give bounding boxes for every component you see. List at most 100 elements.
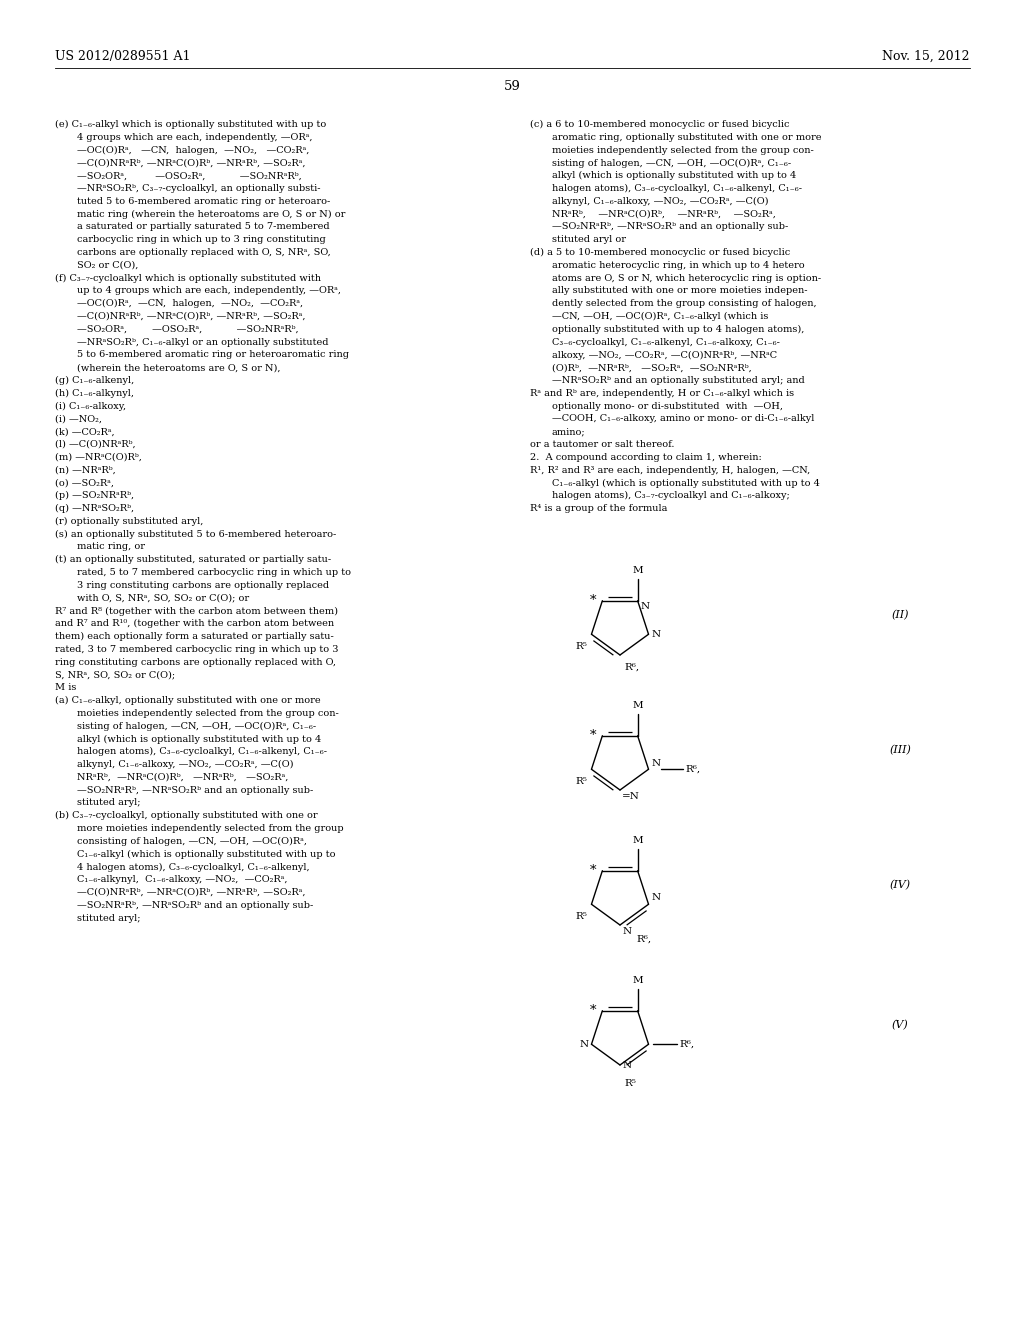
Text: or a tautomer or salt thereof.: or a tautomer or salt thereof. (530, 440, 675, 449)
Text: M is: M is (55, 684, 77, 692)
Text: —C(O)NRᵃRᵇ, —NRᵃC(O)Rᵇ, —NRᵃRᵇ, —SO₂Rᵃ,: —C(O)NRᵃRᵇ, —NRᵃC(O)Rᵇ, —NRᵃRᵇ, —SO₂Rᵃ, (77, 888, 305, 898)
Text: (s) an optionally substituted 5 to 6-membered heteroaro-: (s) an optionally substituted 5 to 6-mem… (55, 529, 336, 539)
Text: (n) —NRᵃRᵇ,: (n) —NRᵃRᵇ, (55, 466, 116, 475)
Text: (h) C₁₋₆-alkynyl,: (h) C₁₋₆-alkynyl, (55, 389, 134, 397)
Text: US 2012/0289551 A1: US 2012/0289551 A1 (55, 50, 190, 63)
Text: M: M (633, 566, 643, 574)
Text: (a) C₁₋₆-alkyl, optionally substituted with one or more: (a) C₁₋₆-alkyl, optionally substituted w… (55, 696, 321, 705)
Text: S, NRᵃ, SO, SO₂ or C(O);: S, NRᵃ, SO, SO₂ or C(O); (55, 671, 175, 680)
Text: R⁵: R⁵ (575, 777, 588, 787)
Text: alkyl (which is optionally substituted with up to 4: alkyl (which is optionally substituted w… (77, 734, 322, 743)
Text: rated, 5 to 7 membered carbocyclic ring in which up to: rated, 5 to 7 membered carbocyclic ring … (77, 568, 351, 577)
Text: —OC(O)Rᵃ,  —CN,  halogen,  —NO₂,  —CO₂Rᵃ,: —OC(O)Rᵃ, —CN, halogen, —NO₂, —CO₂Rᵃ, (77, 300, 303, 309)
Text: up to 4 groups which are each, independently, —ORᵃ,: up to 4 groups which are each, independe… (77, 286, 341, 296)
Text: (d) a 5 to 10-membered monocyclic or fused bicyclic: (d) a 5 to 10-membered monocyclic or fus… (530, 248, 791, 257)
Text: N: N (641, 602, 650, 611)
Text: atoms are O, S or N, which heterocyclic ring is option-: atoms are O, S or N, which heterocyclic … (552, 273, 821, 282)
Text: —NRᵃSO₂Rᵇ, C₃₋₇-cycloalkyl, an optionally substi-: —NRᵃSO₂Rᵇ, C₃₋₇-cycloalkyl, an optionall… (77, 183, 321, 193)
Text: (III): (III) (889, 744, 911, 755)
Text: R⁵: R⁵ (624, 1078, 636, 1088)
Text: R¹, R² and R³ are each, independently, H, halogen, —CN,: R¹, R² and R³ are each, independently, H… (530, 466, 810, 475)
Text: with O, S, NRᵃ, SO, SO₂ or C(O); or: with O, S, NRᵃ, SO, SO₂ or C(O); or (77, 594, 249, 603)
Text: optionally mono- or di-substituted  with  —OH,: optionally mono- or di-substituted with … (552, 401, 783, 411)
Text: R⁵: R⁵ (575, 912, 588, 921)
Text: 2.  A compound according to claim 1, wherein:: 2. A compound according to claim 1, wher… (530, 453, 762, 462)
Text: sisting of halogen, —CN, —OH, —OC(O)Rᵃ, C₁₋₆-: sisting of halogen, —CN, —OH, —OC(O)Rᵃ, … (552, 158, 792, 168)
Text: tuted 5 to 6-membered aromatic ring or heteroaro-: tuted 5 to 6-membered aromatic ring or h… (77, 197, 331, 206)
Text: rated, 3 to 7 membered carbocyclic ring in which up to 3: rated, 3 to 7 membered carbocyclic ring … (55, 644, 339, 653)
Text: R⁵: R⁵ (575, 643, 588, 651)
Text: R⁶,: R⁶, (624, 663, 639, 672)
Text: *: * (590, 1005, 596, 1018)
Text: 4 halogen atoms), C₃₋₆-cycloalkyl, C₁₋₆-alkenyl,: 4 halogen atoms), C₃₋₆-cycloalkyl, C₁₋₆-… (77, 862, 309, 871)
Text: consisting of halogen, —CN, —OH, —OC(O)Rᵃ,: consisting of halogen, —CN, —OH, —OC(O)R… (77, 837, 307, 846)
Text: —SO₂ORᵃ,        —OSO₂Rᵃ,           —SO₂NRᵃRᵇ,: —SO₂ORᵃ, —OSO₂Rᵃ, —SO₂NRᵃRᵇ, (77, 325, 299, 334)
Text: N: N (623, 927, 632, 936)
Text: N: N (651, 759, 660, 768)
Text: NRᵃRᵇ,    —NRᵃC(O)Rᵇ,    —NRᵃRᵇ,    —SO₂Rᵃ,: NRᵃRᵇ, —NRᵃC(O)Rᵇ, —NRᵃRᵇ, —SO₂Rᵃ, (552, 210, 776, 219)
Text: R⁷ and R⁸ (together with the carbon atom between them): R⁷ and R⁸ (together with the carbon atom… (55, 606, 338, 615)
Text: a saturated or partially saturated 5 to 7-membered: a saturated or partially saturated 5 to … (77, 222, 330, 231)
Text: optionally substituted with up to 4 halogen atoms),: optionally substituted with up to 4 halo… (552, 325, 805, 334)
Text: *: * (590, 865, 596, 878)
Text: —SO₂NRᵃRᵇ, —NRᵃSO₂Rᵇ and an optionally sub-: —SO₂NRᵃRᵇ, —NRᵃSO₂Rᵇ and an optionally s… (77, 900, 313, 909)
Text: C₁₋₆-alkynyl,  C₁₋₆-alkoxy, —NO₂,  —CO₂Rᵃ,: C₁₋₆-alkynyl, C₁₋₆-alkoxy, —NO₂, —CO₂Rᵃ, (77, 875, 288, 884)
Text: matic ring (wherein the heteroatoms are O, S or N) or: matic ring (wherein the heteroatoms are … (77, 210, 345, 219)
Text: matic ring, or: matic ring, or (77, 543, 145, 552)
Text: moieties independently selected from the group con-: moieties independently selected from the… (552, 145, 814, 154)
Text: (g) C₁₋₆-alkenyl,: (g) C₁₋₆-alkenyl, (55, 376, 134, 385)
Text: more moieties independently selected from the group: more moieties independently selected fro… (77, 824, 344, 833)
Text: C₁₋₆-alkyl (which is optionally substituted with up to: C₁₋₆-alkyl (which is optionally substitu… (77, 850, 336, 859)
Text: alkynyl, C₁₋₆-alkoxy, —NO₂, —CO₂Rᵃ, —C(O): alkynyl, C₁₋₆-alkoxy, —NO₂, —CO₂Rᵃ, —C(O… (77, 760, 294, 770)
Text: R⁴ is a group of the formula: R⁴ is a group of the formula (530, 504, 668, 513)
Text: (IV): (IV) (890, 880, 910, 890)
Text: —CN, —OH, —OC(O)Rᵃ, C₁₋₆-alkyl (which is: —CN, —OH, —OC(O)Rᵃ, C₁₋₆-alkyl (which is (552, 312, 768, 321)
Text: —SO₂ORᵃ,         —OSO₂Rᵃ,           —SO₂NRᵃRᵇ,: —SO₂ORᵃ, —OSO₂Rᵃ, —SO₂NRᵃRᵇ, (77, 172, 302, 181)
Text: —C(O)NRᵃRᵇ, —NRᵃC(O)Rᵇ, —NRᵃRᵇ, —SO₂Rᵃ,: —C(O)NRᵃRᵇ, —NRᵃC(O)Rᵇ, —NRᵃRᵇ, —SO₂Rᵃ, (77, 312, 305, 321)
Text: ally substituted with one or more moieties indepen-: ally substituted with one or more moieti… (552, 286, 808, 296)
Text: C₁₋₆-alkyl (which is optionally substituted with up to 4: C₁₋₆-alkyl (which is optionally substitu… (552, 478, 820, 487)
Text: (p) —SO₂NRᵃRᵇ,: (p) —SO₂NRᵃRᵇ, (55, 491, 134, 500)
Text: (k) —CO₂Rᵃ,: (k) —CO₂Rᵃ, (55, 428, 115, 436)
Text: alkoxy, —NO₂, —CO₂Rᵃ, —C(O)NRᵃRᵇ, —NRᵃC: alkoxy, —NO₂, —CO₂Rᵃ, —C(O)NRᵃRᵇ, —NRᵃC (552, 350, 777, 359)
Text: —C(O)NRᵃRᵇ, —NRᵃC(O)Rᵇ, —NRᵃRᵇ, —SO₂Rᵃ,: —C(O)NRᵃRᵇ, —NRᵃC(O)Rᵇ, —NRᵃRᵇ, —SO₂Rᵃ, (77, 158, 305, 168)
Text: alkynyl, C₁₋₆-alkoxy, —NO₂, —CO₂Rᵃ, —C(O): alkynyl, C₁₋₆-alkoxy, —NO₂, —CO₂Rᵃ, —C(O… (552, 197, 768, 206)
Text: aromatic ring, optionally substituted with one or more: aromatic ring, optionally substituted wi… (552, 133, 821, 141)
Text: —SO₂NRᵃRᵇ, —NRᵃSO₂Rᵇ and an optionally sub-: —SO₂NRᵃRᵇ, —NRᵃSO₂Rᵇ and an optionally s… (552, 222, 788, 231)
Text: NRᵃRᵇ,  —NRᵃC(O)Rᵇ,   —NRᵃRᵇ,   —SO₂Rᵃ,: NRᵃRᵇ, —NRᵃC(O)Rᵇ, —NRᵃRᵇ, —SO₂Rᵃ, (77, 772, 289, 781)
Text: R⁶,: R⁶, (636, 935, 651, 944)
Text: (wherein the heteroatoms are O, S or N),: (wherein the heteroatoms are O, S or N), (77, 363, 281, 372)
Text: *: * (590, 594, 596, 607)
Text: 59: 59 (504, 81, 520, 92)
Text: (r) optionally substituted aryl,: (r) optionally substituted aryl, (55, 517, 204, 525)
Text: carbocyclic ring in which up to 3 ring constituting: carbocyclic ring in which up to 3 ring c… (77, 235, 326, 244)
Text: —OC(O)Rᵃ,   —CN,  halogen,  —NO₂,   —CO₂Rᵃ,: —OC(O)Rᵃ, —CN, halogen, —NO₂, —CO₂Rᵃ, (77, 145, 309, 154)
Text: carbons are optionally replaced with O, S, NRᵃ, SO,: carbons are optionally replaced with O, … (77, 248, 331, 257)
Text: moieties independently selected from the group con-: moieties independently selected from the… (77, 709, 339, 718)
Text: Nov. 15, 2012: Nov. 15, 2012 (883, 50, 970, 63)
Text: —NRᵃSO₂Rᵇ and an optionally substituted aryl; and: —NRᵃSO₂Rᵇ and an optionally substituted … (552, 376, 805, 385)
Text: (q) —NRᵃSO₂Rᵇ,: (q) —NRᵃSO₂Rᵇ, (55, 504, 134, 513)
Text: (o) —SO₂Rᵃ,: (o) —SO₂Rᵃ, (55, 478, 114, 487)
Text: halogen atoms), C₃₋₇-cycloalkyl and C₁₋₆-alkoxy;: halogen atoms), C₃₋₇-cycloalkyl and C₁₋₆… (552, 491, 790, 500)
Text: ring constituting carbons are optionally replaced with O,: ring constituting carbons are optionally… (55, 657, 336, 667)
Text: and R⁷ and R¹⁰, (together with the carbon atom between: and R⁷ and R¹⁰, (together with the carbo… (55, 619, 334, 628)
Text: N: N (580, 1040, 589, 1049)
Text: (t) an optionally substituted, saturated or partially satu-: (t) an optionally substituted, saturated… (55, 556, 331, 565)
Text: (i) C₁₋₆-alkoxy,: (i) C₁₋₆-alkoxy, (55, 401, 126, 411)
Text: *: * (590, 729, 596, 742)
Text: (f) C₃₋₇-cycloalkyl which is optionally substituted with: (f) C₃₋₇-cycloalkyl which is optionally … (55, 273, 321, 282)
Text: amino;: amino; (552, 428, 586, 436)
Text: (II): (II) (891, 610, 908, 620)
Text: —SO₂NRᵃRᵇ, —NRᵃSO₂Rᵇ and an optionally sub-: —SO₂NRᵃRᵇ, —NRᵃSO₂Rᵇ and an optionally s… (77, 785, 313, 795)
Text: (b) C₃₋₇-cycloalkyl, optionally substituted with one or: (b) C₃₋₇-cycloalkyl, optionally substitu… (55, 812, 317, 820)
Text: sisting of halogen, —CN, —OH, —OC(O)Rᵃ, C₁₋₆-: sisting of halogen, —CN, —OH, —OC(O)Rᵃ, … (77, 722, 316, 731)
Text: 3 ring constituting carbons are optionally replaced: 3 ring constituting carbons are optional… (77, 581, 329, 590)
Text: (i) —NO₂,: (i) —NO₂, (55, 414, 102, 424)
Text: (l) —C(O)NRᵃRᵇ,: (l) —C(O)NRᵃRᵇ, (55, 440, 135, 449)
Text: SO₂ or C(O),: SO₂ or C(O), (77, 261, 138, 269)
Text: N: N (623, 1060, 632, 1069)
Text: 5 to 6-membered aromatic ring or heteroaromatic ring: 5 to 6-membered aromatic ring or heteroa… (77, 350, 349, 359)
Text: (O)Rᵇ,  —NRᵃRᵇ,   —SO₂Rᵃ,  —SO₂NRᵃRᵇ,: (O)Rᵇ, —NRᵃRᵇ, —SO₂Rᵃ, —SO₂NRᵃRᵇ, (552, 363, 752, 372)
Text: Rᵃ and Rᵇ are, independently, H or C₁₋₆-alkyl which is: Rᵃ and Rᵇ are, independently, H or C₁₋₆-… (530, 389, 795, 397)
